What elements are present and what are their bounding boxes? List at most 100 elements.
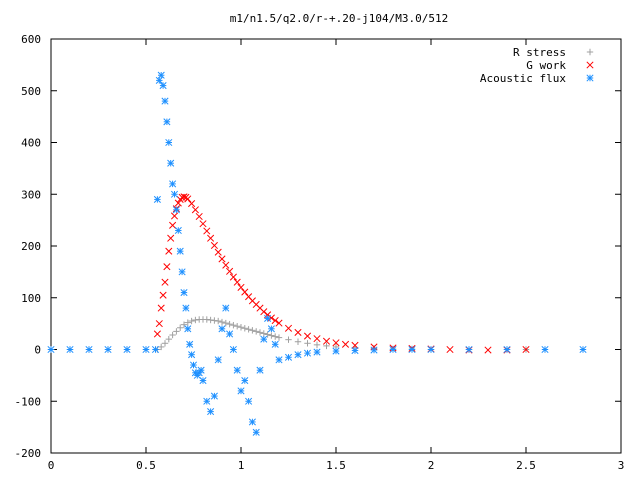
data-point	[157, 71, 165, 79]
data-point	[253, 328, 260, 335]
data-point	[192, 316, 199, 324]
data-point	[446, 345, 454, 354]
data-point	[153, 330, 161, 338]
data-point	[313, 335, 321, 343]
data-point	[229, 273, 237, 281]
data-point	[256, 329, 264, 336]
data-point	[522, 345, 530, 354]
data-point	[272, 333, 279, 340]
y-tick-label: 500	[21, 85, 41, 98]
y-tick-label: 0	[34, 344, 41, 357]
data-point	[234, 323, 241, 330]
data-point	[163, 263, 171, 271]
y-tick-label: 200	[21, 240, 41, 253]
data-point	[104, 345, 112, 354]
data-point	[214, 248, 222, 256]
data-point	[158, 343, 165, 351]
data-point	[207, 316, 214, 324]
data-point	[47, 345, 55, 354]
data-point	[233, 366, 241, 374]
data-point	[351, 341, 359, 349]
data-point	[214, 356, 222, 364]
data-point	[275, 319, 283, 327]
data-point	[188, 351, 196, 359]
data-point	[170, 212, 179, 220]
data-point	[237, 283, 245, 291]
data-point	[271, 316, 279, 325]
data-point	[248, 418, 256, 426]
data-point	[222, 261, 230, 269]
data-point	[284, 324, 293, 332]
data-point	[170, 190, 179, 198]
data-point	[264, 314, 272, 323]
data-point	[260, 330, 267, 337]
data-point	[408, 345, 416, 354]
data-point	[123, 345, 131, 354]
data-point	[218, 318, 226, 326]
data-point	[161, 278, 169, 286]
legend-marker	[586, 61, 594, 69]
data-point	[351, 346, 359, 355]
data-point	[222, 304, 230, 312]
series-r-stress	[47, 316, 530, 353]
data-point	[579, 345, 587, 354]
data-point	[211, 317, 218, 324]
data-point	[189, 361, 198, 369]
y-tick-label: -100	[15, 395, 42, 408]
chart-title: m1/n1.5/q2.0/r-+.20-j104/M3.0/512	[230, 12, 449, 25]
y-axis: -200 -100 0 100 200 300 400 500 600	[15, 33, 621, 460]
y-tick-label: 300	[21, 188, 41, 201]
data-point	[503, 345, 511, 354]
data-point	[294, 338, 302, 345]
series-g-work	[153, 193, 530, 354]
x-axis: 0 0.5 1 1.5 2 2.5 3	[48, 39, 624, 472]
data-point	[184, 195, 192, 203]
legend-label: G work	[526, 59, 566, 72]
data-point	[303, 349, 312, 357]
data-point	[163, 118, 171, 126]
data-point	[264, 331, 271, 338]
data-point	[142, 345, 150, 354]
x-tick-label: 1	[238, 459, 245, 472]
data-point	[268, 332, 275, 339]
x-tick-label: 1.5	[326, 459, 346, 472]
data-point	[207, 408, 215, 416]
data-point	[180, 321, 188, 328]
data-point	[323, 342, 330, 350]
data-point	[174, 226, 182, 235]
data-point	[241, 288, 249, 296]
data-point	[165, 138, 173, 147]
x-tick-label: 0.5	[136, 459, 156, 472]
plot-frame	[50, 38, 622, 454]
y-tick-label: 100	[21, 292, 41, 305]
data-point	[241, 376, 249, 385]
data-point	[195, 212, 203, 221]
data-point	[218, 255, 226, 263]
data-point	[249, 327, 256, 334]
data-point	[199, 376, 207, 385]
data-point	[169, 180, 177, 188]
data-point	[226, 320, 233, 328]
data-point	[199, 220, 207, 228]
data-point	[332, 339, 340, 347]
data-point	[177, 324, 184, 331]
series-acoustic-flux	[47, 71, 587, 436]
data-point	[174, 199, 182, 207]
data-point	[165, 247, 173, 255]
data-point	[271, 340, 279, 348]
data-point	[304, 340, 311, 347]
data-point	[161, 97, 169, 105]
data-point	[233, 278, 241, 286]
data-point	[184, 319, 191, 326]
data-point	[541, 345, 549, 354]
data-point	[260, 335, 268, 343]
data-point	[197, 366, 205, 374]
data-point	[389, 345, 397, 354]
data-point	[230, 321, 237, 329]
data-point	[165, 335, 172, 343]
data-point	[341, 340, 350, 348]
data-point	[229, 345, 237, 354]
data-point	[169, 331, 176, 339]
